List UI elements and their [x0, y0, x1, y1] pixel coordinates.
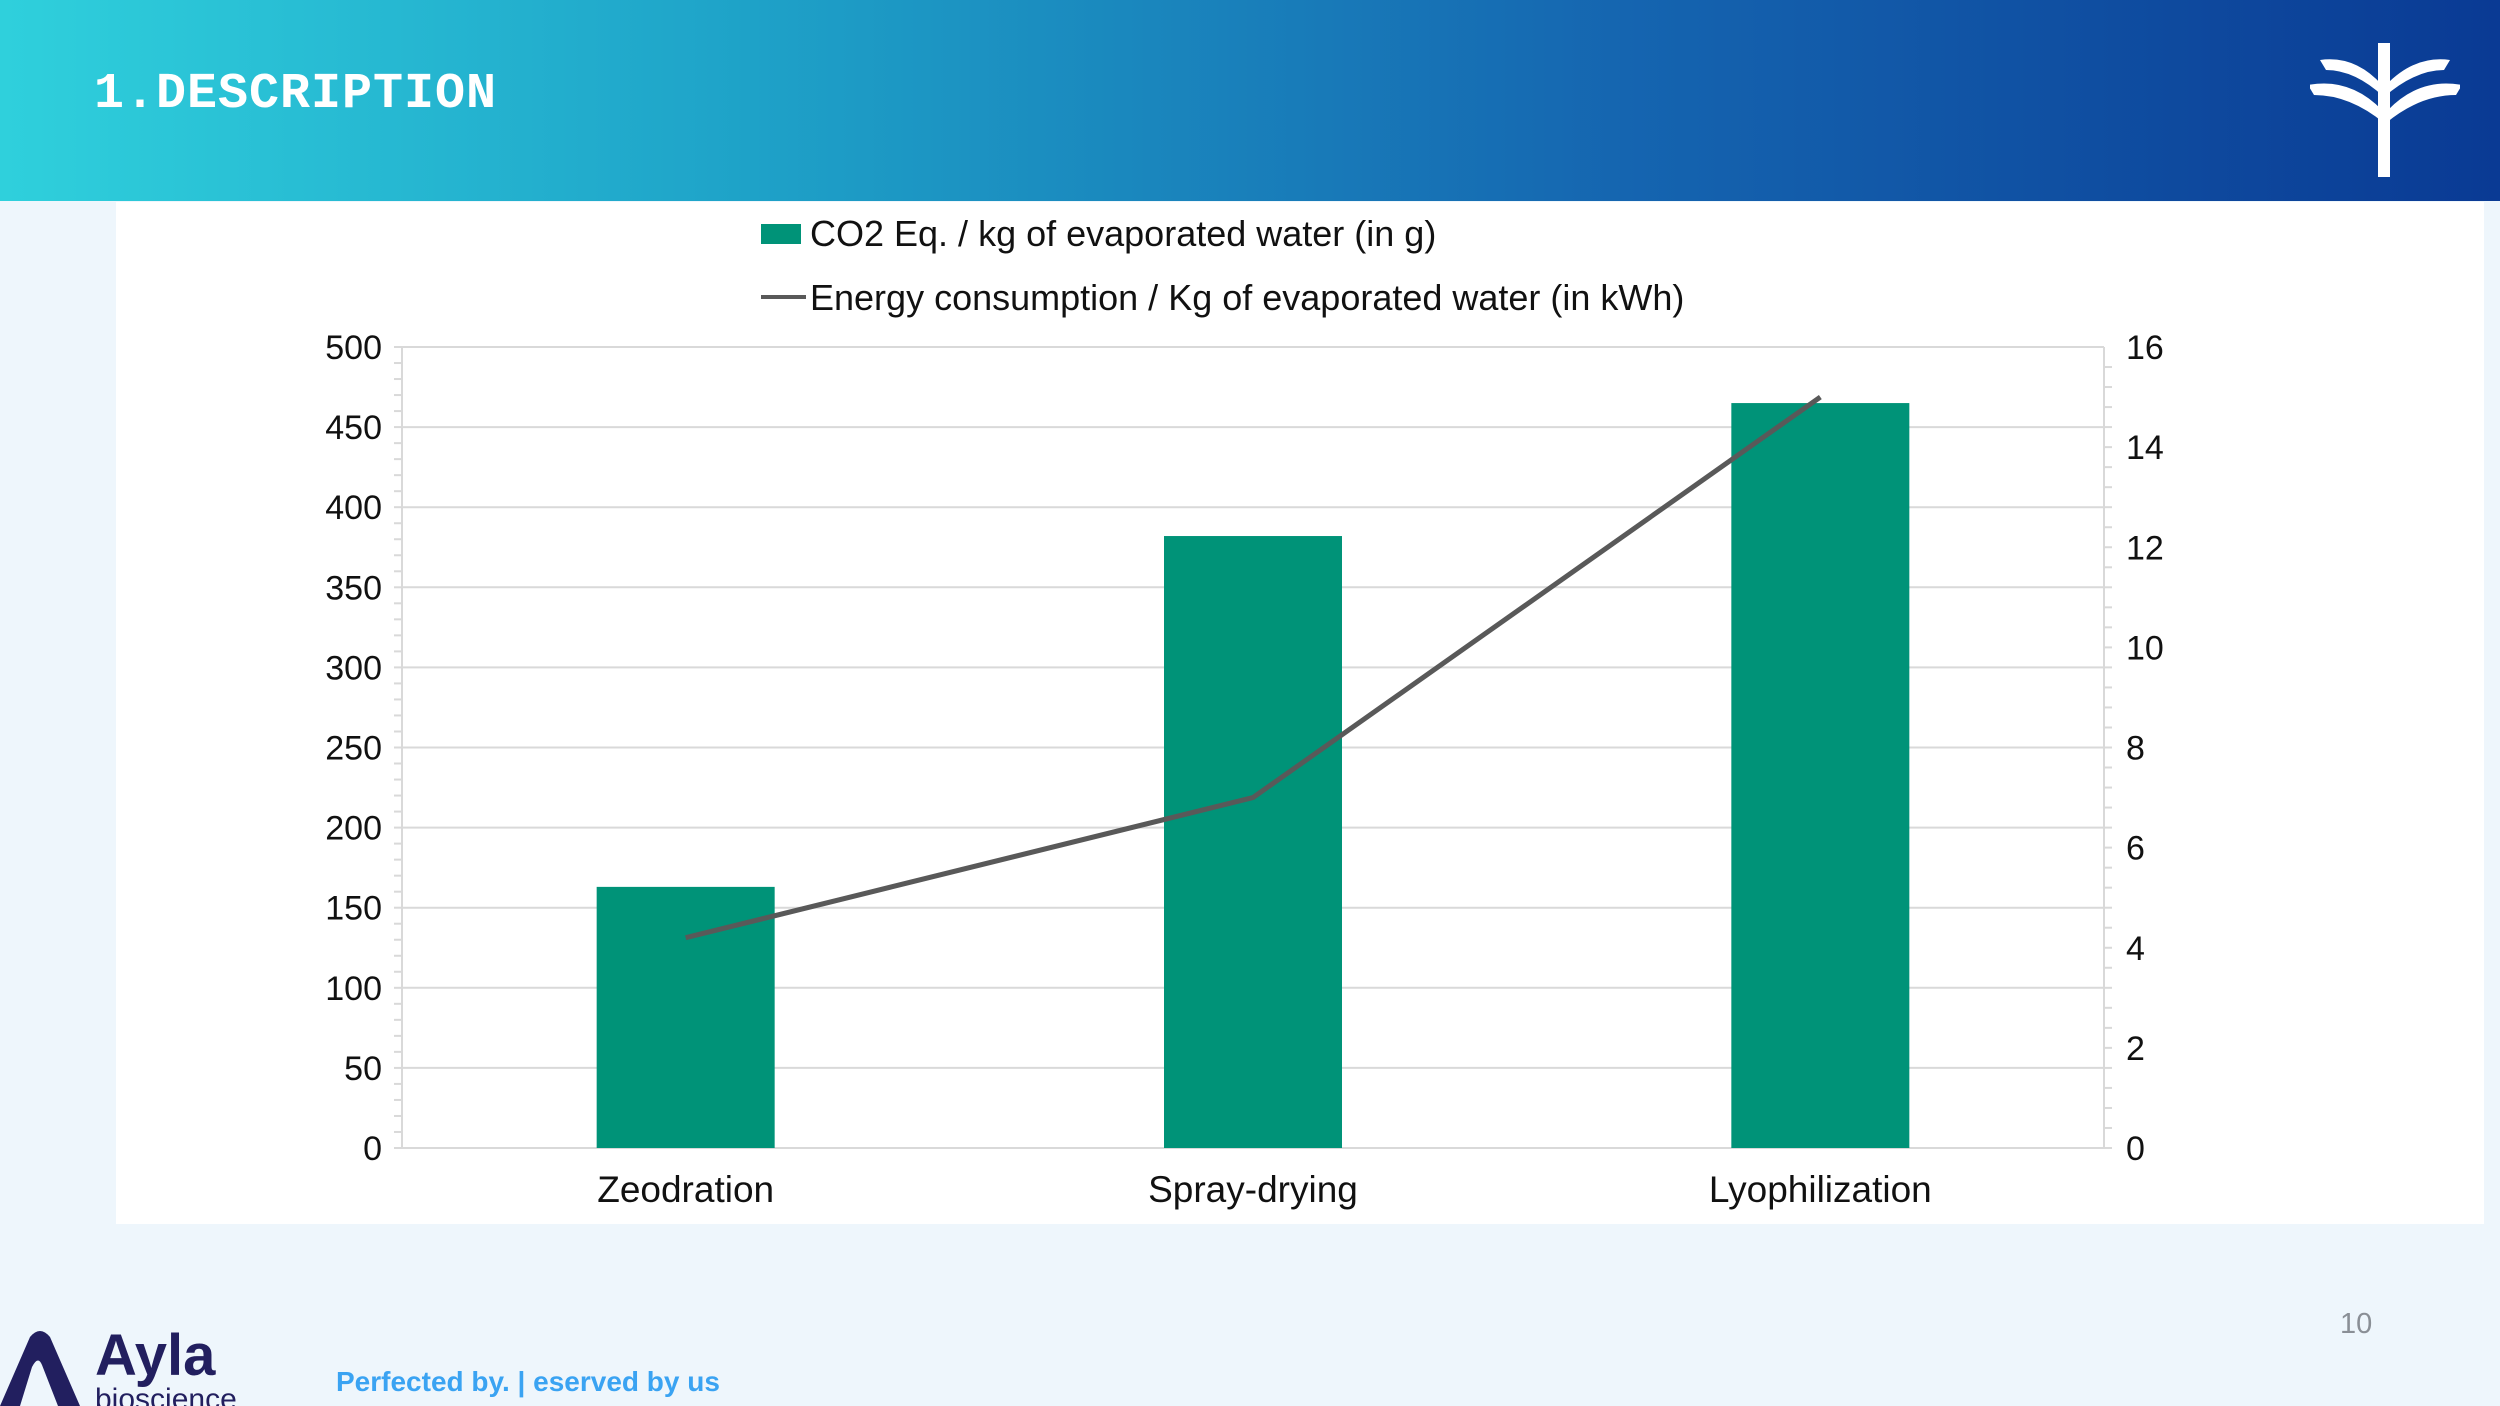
y-tick-label: 400: [325, 489, 382, 527]
y-tick-label: 300: [325, 649, 382, 687]
legend-swatch-bar: [761, 224, 801, 244]
legend-label-line: Energy consumption / Kg of evaporated wa…: [810, 277, 1684, 318]
svg-text:Ayla: Ayla: [95, 1325, 216, 1388]
footer-tagline: Perfected by. | eserved by us: [336, 1366, 720, 1397]
y2-tick-label: 16: [2126, 329, 2164, 367]
slide-title: 1.DESCRIPTION: [94, 66, 498, 123]
y2-tick-label: 10: [2126, 629, 2164, 667]
legend-label-bar: CO2 Eq. / kg of evaporated water (in g): [810, 213, 1436, 254]
bar-spray-drying: [1164, 536, 1342, 1148]
bar-lyophilization: [1731, 403, 1910, 1148]
y-tick-label: 150: [325, 890, 382, 928]
y-tick-label: 500: [325, 329, 382, 367]
y2-tick-label: 2: [2126, 1030, 2145, 1068]
chart-panel: 0 50 100 150 200 250 300 350 400 450 500 0 2 4 6 8 10 12…: [116, 202, 2484, 1224]
y-tick-label: 450: [325, 409, 382, 447]
y2-tick-label: 6: [2126, 830, 2145, 868]
x-category-label: Spray-drying: [1148, 1169, 1358, 1210]
y2-tick-label: 14: [2126, 429, 2164, 467]
x-category-label: Zeodration: [597, 1169, 774, 1210]
y-tick-label: 350: [325, 569, 382, 607]
y-tick-label: 250: [325, 730, 382, 768]
y2-tick-label: 12: [2126, 529, 2164, 567]
ayla-logo: Ayla bioscience: [0, 1325, 237, 1406]
y2-tick-label: 0: [2126, 1130, 2145, 1168]
x-category-label: Lyophilization: [1709, 1169, 1932, 1210]
tree-logo-icon: [2310, 43, 2460, 177]
y2-tick-label: 8: [2126, 730, 2145, 768]
y-tick-label: 50: [344, 1050, 382, 1088]
bar-zeodration: [596, 886, 775, 1148]
combo-chart: 0 50 100 150 200 250 300 350 400 450 500 0 2 4 6 8 10 12…: [325, 213, 2164, 1210]
page-number: 10: [2340, 1308, 2373, 1340]
svg-text:bioscience: bioscience: [95, 1383, 237, 1406]
y-tick-label: 200: [325, 810, 382, 848]
slide-header: 1.DESCRIPTION: [0, 0, 2500, 201]
y-tick-label: 0: [363, 1130, 382, 1168]
y-tick-label: 100: [325, 970, 382, 1008]
y2-tick-label: 4: [2126, 930, 2145, 968]
